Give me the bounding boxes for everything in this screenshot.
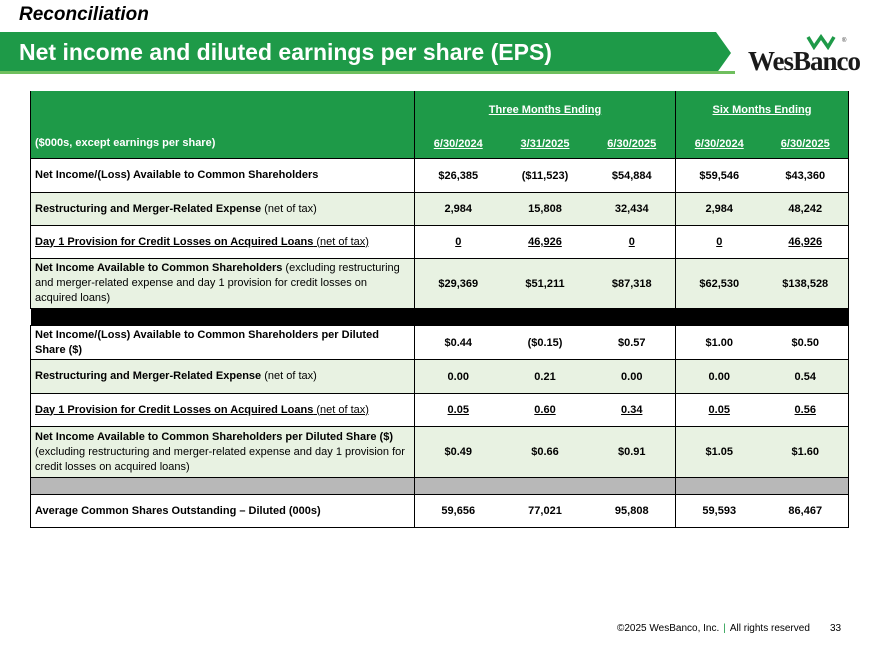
table-cell: 59,593: [675, 494, 763, 528]
table-cell: $1.00: [675, 325, 763, 360]
row-label: Restructuring and Merger-Related Expense…: [30, 359, 415, 394]
column-header: 6/30/2025: [607, 137, 657, 150]
table-cell: $26,385: [414, 158, 502, 193]
table-group-header-row: Three Months Ending Six Months Ending: [30, 91, 849, 129]
table-cell: 15,808: [501, 192, 589, 226]
table-row-restructuring: Restructuring and Merger-Related Expense…: [30, 192, 849, 226]
row-label: Net Income Available to Common Sharehold…: [30, 426, 415, 478]
table-cell: ($11,523): [501, 158, 589, 193]
table-cell: 0.05: [708, 404, 730, 416]
section-eyebrow: Reconciliation: [19, 4, 149, 25]
table-cell: 0.05: [447, 404, 469, 416]
table-cell: 0.00: [675, 359, 763, 394]
table-cell: 77,021: [501, 494, 589, 528]
table-cell: 0: [455, 236, 462, 248]
table-cell: $54,884: [588, 158, 676, 193]
table-row-adjusted-net-income: Net Income Available to Common Sharehold…: [30, 258, 849, 309]
table-cell: $0.50: [762, 325, 849, 360]
table-cell: 0.56: [794, 404, 816, 416]
table-row-eps-day1-provision: Day 1 Provision for Credit Losses on Acq…: [30, 393, 849, 427]
table-cell: 2,984: [675, 192, 763, 226]
table-cell: 48,242: [762, 192, 849, 226]
reconciliation-table: Three Months Ending Six Months Ending ($…: [30, 91, 849, 528]
row-label: Net Income/(Loss) Available to Common Sh…: [30, 158, 415, 193]
column-header: 6/30/2025: [780, 137, 830, 150]
footer-copyright: ©2025 WesBanco, Inc. | All rights reserved: [617, 623, 810, 634]
table-separator-gray: [30, 477, 849, 495]
row-label: Restructuring and Merger-Related Expense…: [30, 192, 415, 226]
table-cell: $138,528: [762, 258, 849, 309]
row-label: Average Common Shares Outstanding – Dilu…: [30, 494, 415, 528]
logo-chevron-icon: [806, 34, 836, 50]
title-banner-shape: [0, 32, 735, 74]
table-cell: 2,984: [414, 192, 502, 226]
table-cell: $43,360: [762, 158, 849, 193]
table-cell: 59,656: [414, 494, 502, 528]
table-cell: $0.57: [588, 325, 676, 360]
row-label: Net Income Available to Common Sharehold…: [30, 258, 415, 309]
table-cell: 0: [628, 236, 635, 248]
table-cell: 0.34: [621, 404, 643, 416]
table-cell: $0.66: [501, 426, 589, 478]
table-column-header-row: ($000s, except earnings per share) 6/30/…: [30, 129, 849, 159]
table-separator-black: [30, 308, 849, 326]
column-header: 6/30/2024: [433, 137, 483, 150]
table-row-avg-shares: Average Common Shares Outstanding – Dilu…: [30, 494, 849, 528]
footer-separator: |: [723, 623, 726, 634]
table-row-adjusted-eps: Net Income Available to Common Sharehold…: [30, 426, 849, 478]
table-cell: $0.49: [414, 426, 502, 478]
three-months-header: Three Months Ending: [488, 104, 602, 116]
table-row-eps: Net Income/(Loss) Available to Common Sh…: [30, 325, 849, 360]
row-label: Net Income/(Loss) Available to Common Sh…: [30, 325, 415, 360]
page-number: 33: [830, 623, 842, 634]
column-header: 6/30/2024: [694, 137, 744, 150]
table-row-eps-restructuring: Restructuring and Merger-Related Expense…: [30, 359, 849, 394]
table-cell: $0.91: [588, 426, 676, 478]
table-cell: 0.00: [414, 359, 502, 394]
table-cell: 86,467: [762, 494, 849, 528]
row-label: Day 1 Provision for Credit Losses on Acq…: [30, 393, 415, 427]
table-row-net-income: Net Income/(Loss) Available to Common Sh…: [30, 158, 849, 193]
table-cell: 0.60: [534, 404, 556, 416]
table-cell: $59,546: [675, 158, 763, 193]
title-banner: Net income and diluted earnings per shar…: [0, 32, 735, 74]
table-cell: 32,434: [588, 192, 676, 226]
logo-wordmark: WesBanco: [748, 46, 861, 76]
table-cell: 0.21: [501, 359, 589, 394]
table-cell: $29,369: [414, 258, 502, 309]
row-label: Day 1 Provision for Credit Losses on Acq…: [30, 225, 415, 259]
table-cell: ($0.15): [501, 325, 589, 360]
table-cell: 0: [716, 236, 723, 248]
table-cell: 46,926: [528, 236, 562, 248]
six-months-header: Six Months Ending: [712, 104, 812, 116]
table-cell: 95,808: [588, 494, 676, 528]
table-cell: 0.00: [588, 359, 676, 394]
wesbanco-logo: WesBanco ®: [748, 34, 861, 76]
copyright-text: ©2025 WesBanco, Inc.: [617, 623, 720, 634]
table-cell: $1.60: [762, 426, 849, 478]
table-row-day1-provision: Day 1 Provision for Credit Losses on Acq…: [30, 225, 849, 259]
table-cell: $87,318: [588, 258, 676, 309]
logo-trademark: ®: [842, 38, 847, 44]
table-cell: 0.54: [762, 359, 849, 394]
page-title: Net income and diluted earnings per shar…: [19, 39, 552, 65]
table-cell: $0.44: [414, 325, 502, 360]
rights-text: All rights reserved: [729, 623, 810, 634]
column-header: 3/31/2025: [520, 137, 570, 150]
table-cell: $62,530: [675, 258, 763, 309]
units-label: ($000s, except earnings per share): [30, 129, 415, 159]
table-cell: $1.05: [675, 426, 763, 478]
table-cell: 46,926: [788, 236, 823, 248]
table-cell: $51,211: [501, 258, 589, 309]
